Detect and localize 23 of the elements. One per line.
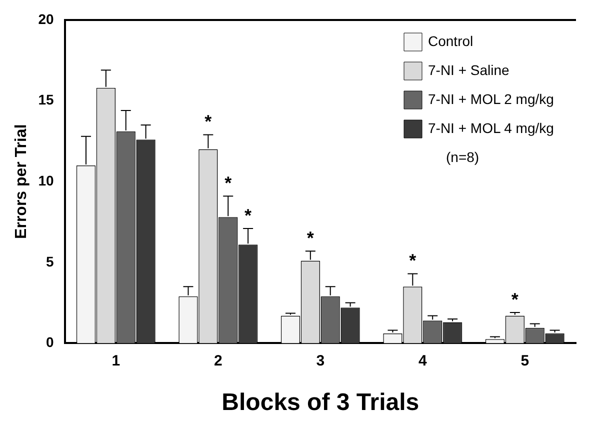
annotation: * — [204, 112, 212, 132]
y-tick-label: 20 — [38, 10, 54, 27]
x-tick-label: 5 — [520, 352, 530, 370]
x-axis-title: Blocks of 3 Trials — [222, 389, 420, 416]
annotation: * — [224, 173, 232, 194]
y-axis-title: Errors per Trial — [13, 124, 30, 239]
y-tick-label: 0 — [46, 334, 54, 350]
x-tick-label: 1 — [112, 352, 120, 370]
annotation: * — [244, 205, 252, 226]
y-tick-label: 15 — [38, 92, 54, 108]
x-tick-label: 2 — [214, 352, 222, 370]
legend-label: 7-NI + MOL 2 mg/kg — [428, 90, 554, 107]
x-tick-label: 3 — [316, 352, 325, 370]
annotation: * — [409, 250, 416, 271]
y-tick-label: 5 — [46, 253, 54, 270]
annotation: (n=8) — [446, 148, 480, 165]
x-tick-label: 4 — [418, 352, 428, 370]
annotation: * — [511, 289, 518, 310]
legend-label: 7-NI + Saline — [428, 62, 510, 78]
y-tick-label: 10 — [38, 172, 54, 188]
legend-label: 7-NI + MOL 4 mg/kg — [428, 120, 554, 136]
annotation: * — [306, 228, 314, 248]
legend-label: Control — [428, 32, 474, 49]
